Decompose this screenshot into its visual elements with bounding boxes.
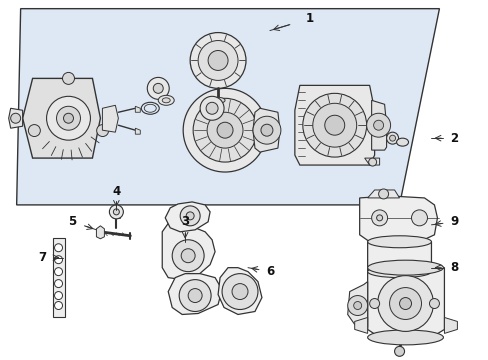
Circle shape [113, 209, 119, 215]
Polygon shape [444, 318, 456, 333]
Circle shape [55, 256, 62, 264]
Circle shape [378, 189, 388, 199]
Polygon shape [371, 100, 386, 150]
Circle shape [261, 124, 272, 136]
Polygon shape [168, 274, 222, 315]
Polygon shape [367, 268, 444, 337]
Circle shape [183, 88, 266, 172]
Ellipse shape [396, 138, 407, 146]
Polygon shape [367, 190, 399, 198]
Polygon shape [135, 106, 140, 112]
Circle shape [180, 206, 200, 226]
Circle shape [208, 50, 227, 71]
Polygon shape [9, 108, 22, 128]
Polygon shape [102, 105, 118, 132]
Polygon shape [22, 78, 100, 158]
Circle shape [62, 72, 74, 84]
Circle shape [200, 96, 224, 120]
Polygon shape [96, 226, 104, 239]
Circle shape [411, 210, 427, 226]
Circle shape [368, 158, 376, 166]
Circle shape [366, 113, 390, 137]
Text: 6: 6 [265, 265, 273, 278]
Circle shape [222, 274, 258, 310]
Polygon shape [162, 218, 215, 280]
Circle shape [63, 113, 73, 123]
Ellipse shape [367, 260, 443, 275]
Polygon shape [354, 318, 367, 333]
Circle shape [312, 103, 356, 147]
Circle shape [109, 205, 123, 219]
Circle shape [353, 302, 361, 310]
Ellipse shape [162, 98, 170, 103]
Circle shape [188, 289, 202, 302]
Ellipse shape [158, 95, 174, 105]
Circle shape [389, 288, 421, 319]
Circle shape [386, 132, 398, 144]
Text: 9: 9 [449, 215, 458, 228]
Circle shape [55, 268, 62, 276]
Polygon shape [17, 9, 439, 205]
Circle shape [181, 249, 195, 263]
Text: 3: 3 [181, 215, 189, 228]
Ellipse shape [367, 266, 430, 278]
Circle shape [252, 116, 280, 144]
Polygon shape [367, 242, 430, 272]
Circle shape [232, 284, 247, 300]
Circle shape [190, 32, 245, 88]
Circle shape [55, 244, 62, 252]
Circle shape [55, 302, 62, 310]
Circle shape [428, 298, 439, 309]
Text: 5: 5 [68, 215, 77, 228]
Polygon shape [294, 85, 374, 165]
Polygon shape [135, 128, 140, 134]
Circle shape [369, 298, 379, 309]
Polygon shape [52, 238, 64, 318]
Circle shape [399, 298, 411, 310]
Text: 4: 4 [112, 185, 120, 198]
Text: 2: 2 [449, 132, 458, 145]
Polygon shape [359, 196, 437, 242]
Circle shape [46, 96, 90, 140]
Text: 7: 7 [39, 251, 46, 264]
Circle shape [371, 210, 387, 226]
Polygon shape [218, 268, 262, 315]
Circle shape [373, 120, 383, 130]
Polygon shape [364, 158, 379, 165]
Polygon shape [252, 108, 279, 152]
Circle shape [205, 102, 218, 114]
Polygon shape [347, 282, 367, 328]
Ellipse shape [367, 330, 443, 345]
Circle shape [302, 93, 366, 157]
Circle shape [179, 280, 211, 311]
Circle shape [55, 292, 62, 300]
Polygon shape [165, 202, 210, 232]
Circle shape [376, 215, 382, 221]
Text: 1: 1 [305, 12, 313, 25]
Circle shape [193, 98, 256, 162]
Circle shape [147, 77, 169, 99]
Ellipse shape [211, 97, 224, 103]
Circle shape [198, 41, 238, 80]
Ellipse shape [367, 236, 430, 248]
Circle shape [394, 346, 404, 356]
Circle shape [347, 296, 367, 315]
Circle shape [217, 122, 233, 138]
Circle shape [97, 125, 108, 136]
Circle shape [377, 276, 432, 332]
Circle shape [11, 113, 20, 123]
Circle shape [57, 106, 81, 130]
Circle shape [55, 280, 62, 288]
Circle shape [28, 125, 41, 136]
Text: 8: 8 [449, 261, 458, 274]
Circle shape [324, 115, 344, 135]
Circle shape [172, 240, 203, 272]
Circle shape [389, 135, 395, 141]
Circle shape [153, 84, 163, 93]
Circle shape [186, 212, 194, 220]
Circle shape [207, 112, 243, 148]
